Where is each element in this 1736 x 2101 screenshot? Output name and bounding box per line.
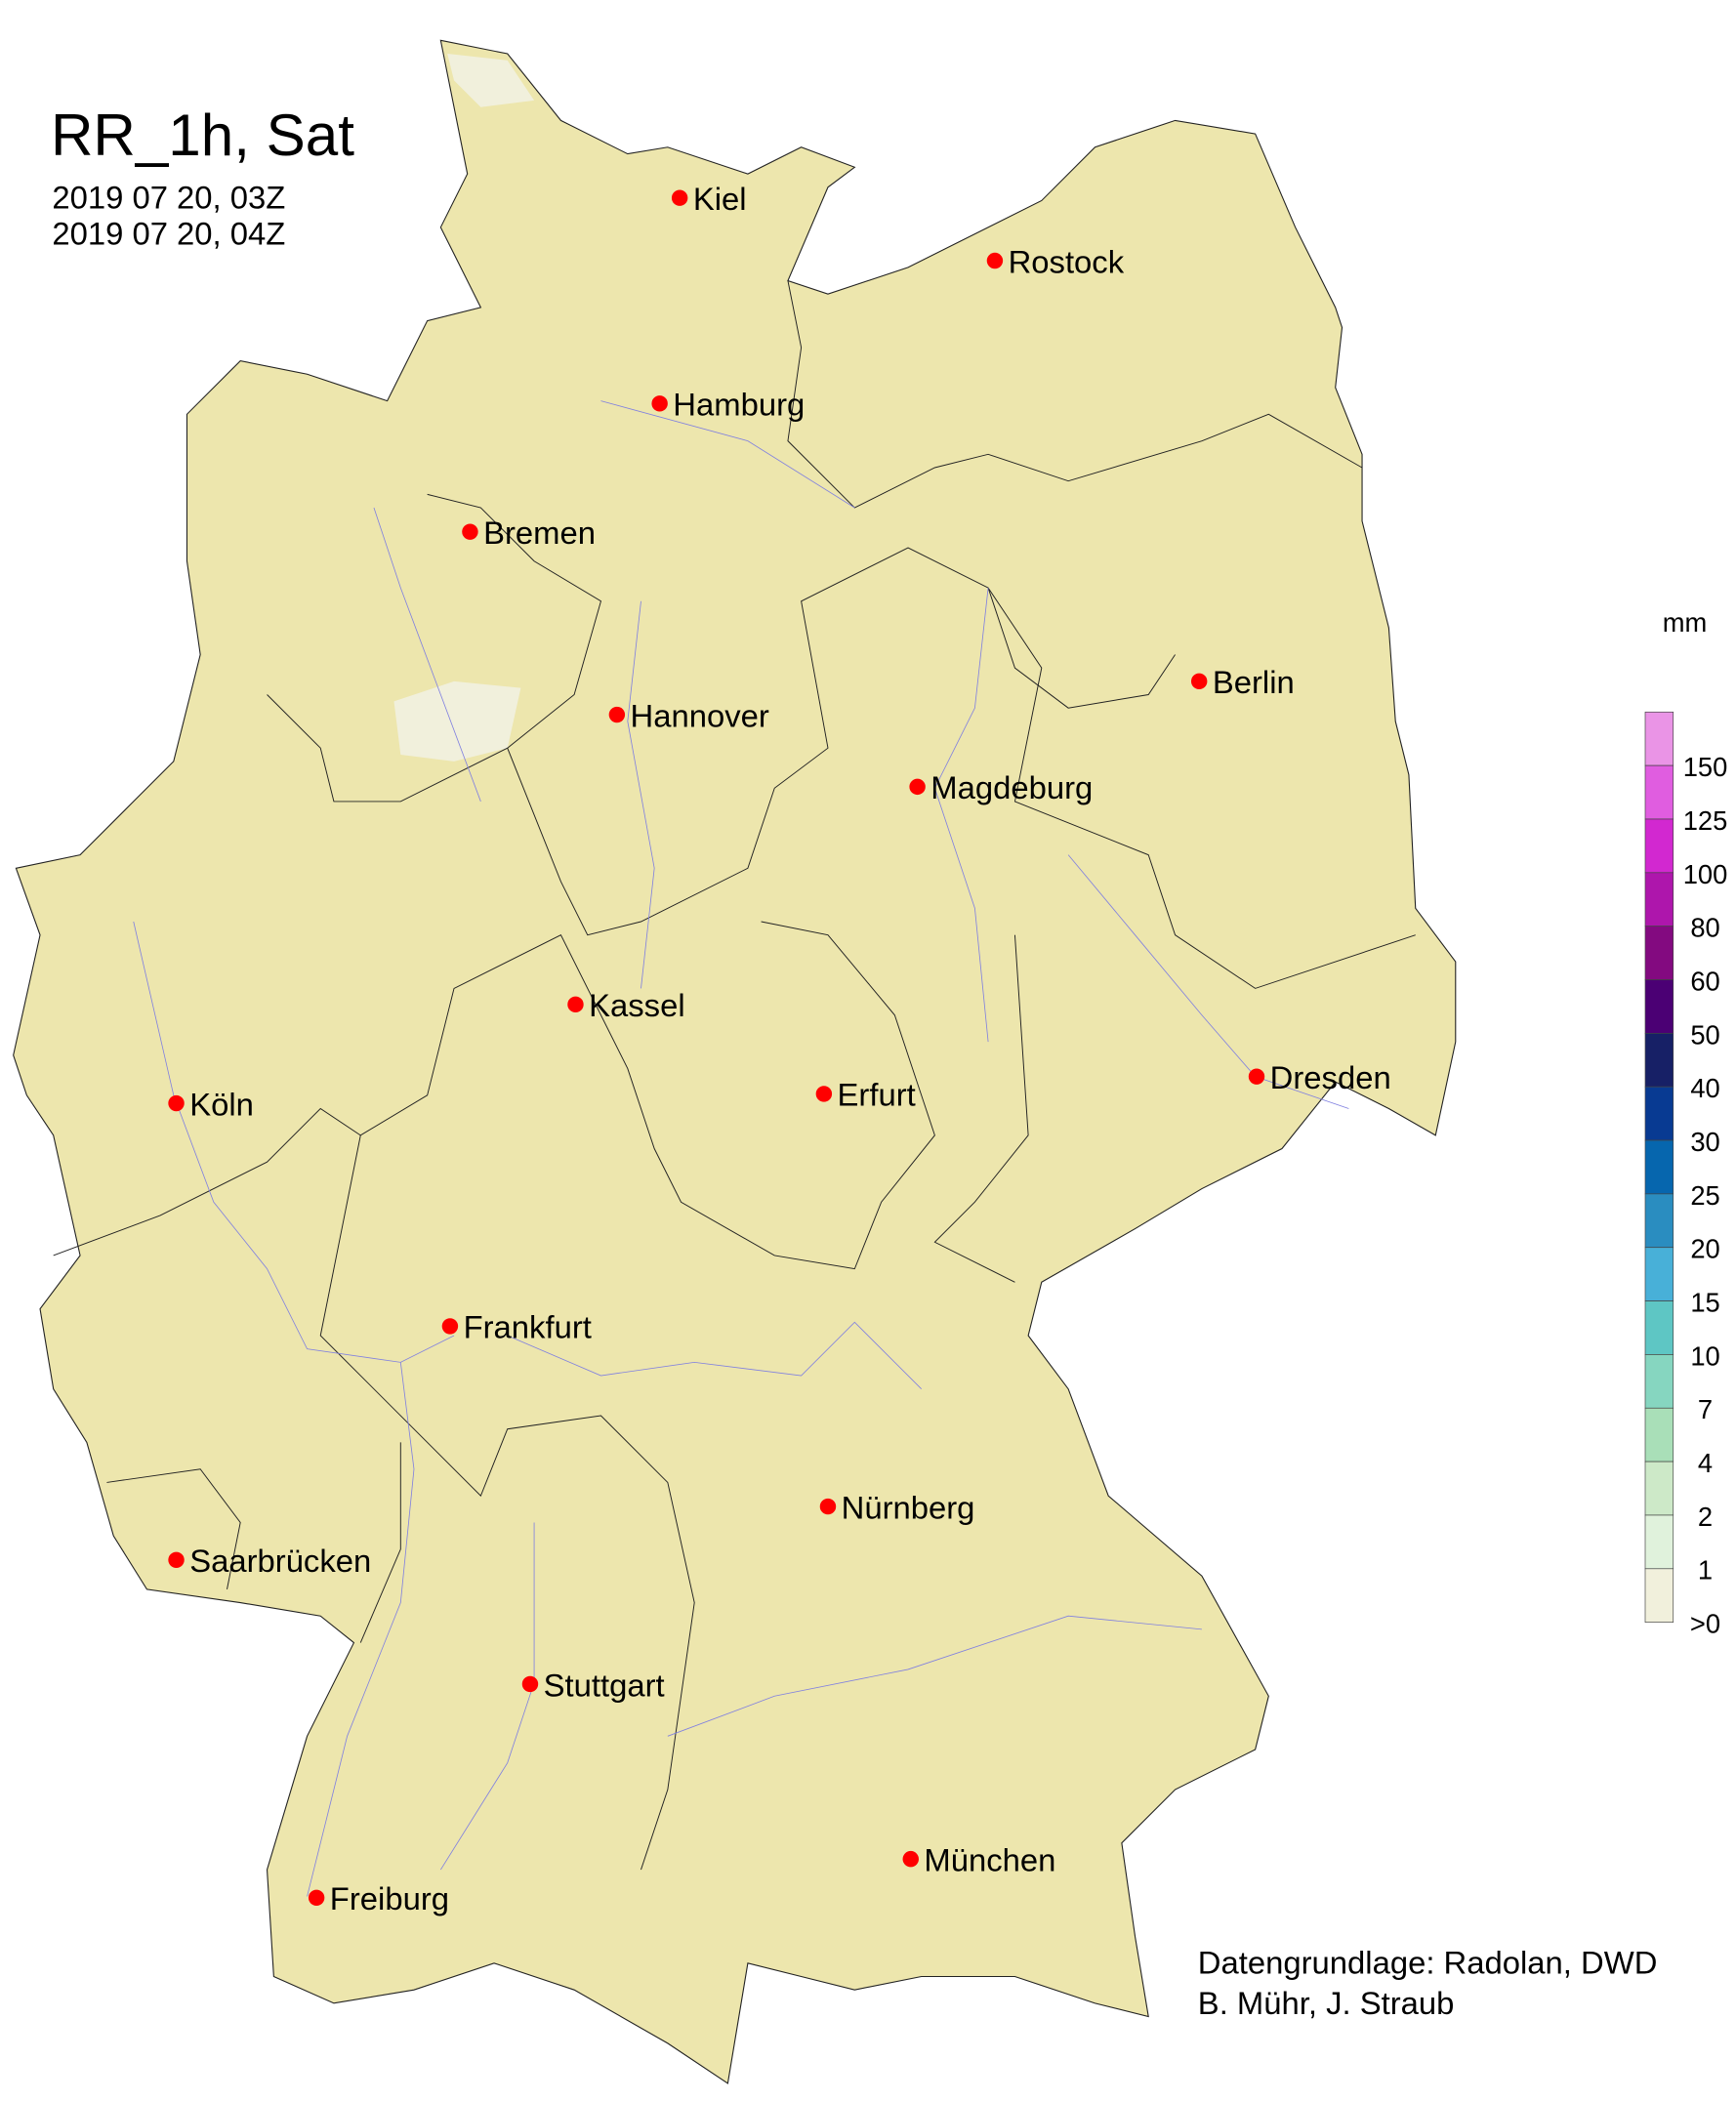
- city-frankfurt: Frankfurt: [441, 1309, 592, 1345]
- svg-text:Erfurt: Erfurt: [838, 1077, 916, 1113]
- legend-swatch: [1644, 1139, 1674, 1195]
- svg-text:Köln: Köln: [189, 1086, 254, 1122]
- legend-label: 40: [1690, 1073, 1719, 1103]
- germany-map: [13, 39, 1457, 2084]
- credits: Datengrundlage: Radolan, DWD B. Mühr, J.…: [1198, 1945, 1658, 2021]
- svg-text:Rostock: Rostock: [1009, 243, 1125, 279]
- legend-swatch: [1644, 1247, 1674, 1301]
- rivers: [133, 400, 1349, 1897]
- legend-swatch: [1644, 1407, 1674, 1462]
- city-nuernberg: Nürnberg: [819, 1489, 975, 1525]
- legend-label: 1: [1698, 1555, 1713, 1586]
- legend-label: 10: [1690, 1340, 1719, 1371]
- city-erfurt: Erfurt: [815, 1077, 916, 1113]
- city-koeln: Köln: [168, 1086, 254, 1122]
- city-muenchen: München: [902, 1841, 1055, 1877]
- title-block: RR_1h, Sat 2019 07 20, 03Z 2019 07 20, 0…: [51, 103, 354, 252]
- state-borders: [53, 280, 1416, 1871]
- legend-swatch: [1644, 711, 1674, 766]
- svg-text:Hamburg: Hamburg: [673, 387, 805, 423]
- time-end: 2019 07 20, 04Z: [52, 216, 285, 252]
- legend-label: 125: [1683, 805, 1728, 836]
- city-stuttgart: Stuttgart: [521, 1667, 665, 1703]
- city-kiel: Kiel: [671, 181, 747, 217]
- svg-text:Berlin: Berlin: [1213, 664, 1295, 700]
- city-berlin: Berlin: [1190, 664, 1295, 700]
- legend-label: >0: [1690, 1609, 1720, 1639]
- city-hamburg: Hamburg: [651, 387, 805, 423]
- svg-text:Kassel: Kassel: [589, 987, 685, 1023]
- legend-swatch: [1644, 1033, 1674, 1088]
- svg-text:München: München: [924, 1841, 1055, 1877]
- legend-label: 25: [1690, 1180, 1719, 1211]
- legend-swatch: [1644, 1300, 1674, 1355]
- city-hannover: Hannover: [608, 697, 769, 733]
- city-bremen: Bremen: [462, 515, 596, 551]
- svg-text:Saarbrücken: Saarbrücken: [189, 1543, 371, 1579]
- city-kassel: Kassel: [567, 987, 685, 1023]
- city-rostock: Rostock: [986, 243, 1125, 279]
- city-saarbruecken: Saarbrücken: [168, 1543, 371, 1579]
- legend-label: 60: [1690, 966, 1719, 996]
- legend-label: 100: [1683, 859, 1728, 889]
- light-rain-area: [447, 54, 535, 107]
- color-legend: mm 150 125 100 80 60 50 40 30 25 20 15 10 7 4 2 1 >0: [1644, 607, 1728, 1639]
- city-magdeburg: Magdeburg: [909, 769, 1093, 805]
- legend-label: 15: [1690, 1288, 1719, 1318]
- legend-label: 50: [1690, 1019, 1719, 1050]
- legend-label: 30: [1690, 1127, 1719, 1157]
- legend-swatch: [1644, 1461, 1674, 1516]
- legend-label: 2: [1698, 1502, 1713, 1532]
- legend-swatch: [1644, 1514, 1674, 1570]
- germany-land: [13, 39, 1457, 2084]
- legend-label: 7: [1698, 1394, 1713, 1424]
- credit-authors: B. Mühr, J. Straub: [1198, 1985, 1455, 2021]
- legend-swatch: [1644, 926, 1674, 980]
- legend-swatch: [1644, 1086, 1674, 1141]
- time-start: 2019 07 20, 03Z: [52, 180, 285, 216]
- light-rain-area: [393, 680, 521, 762]
- legend-label: 20: [1690, 1234, 1719, 1264]
- legend-swatch: [1644, 1568, 1674, 1623]
- svg-text:Kiel: Kiel: [693, 181, 747, 217]
- legend-label: 80: [1690, 913, 1719, 943]
- legend-unit: mm: [1663, 607, 1708, 638]
- legend-swatch: [1644, 979, 1674, 1034]
- credit-source: Datengrundlage: Radolan, DWD: [1198, 1945, 1658, 1981]
- svg-text:Bremen: Bremen: [483, 515, 596, 551]
- svg-text:Dresden: Dresden: [1270, 1059, 1391, 1095]
- city-dresden: Dresden: [1248, 1059, 1391, 1095]
- svg-text:Nürnberg: Nürnberg: [842, 1489, 975, 1525]
- legend-swatch: [1644, 1193, 1674, 1249]
- city-freiburg: Freiburg: [308, 1880, 449, 1916]
- svg-text:Freiburg: Freiburg: [330, 1880, 449, 1916]
- svg-text:Hannover: Hannover: [631, 697, 769, 733]
- map-title: RR_1h, Sat: [51, 103, 354, 168]
- svg-text:Stuttgart: Stuttgart: [544, 1667, 665, 1703]
- svg-text:Frankfurt: Frankfurt: [464, 1309, 592, 1345]
- legend-label: 150: [1683, 752, 1728, 782]
- cities: Kiel Rostock Hamburg Bremen Berlin Hanno…: [168, 181, 1391, 1916]
- legend-swatch: [1644, 1354, 1674, 1409]
- legend-swatch: [1644, 764, 1674, 820]
- legend-swatch: [1644, 872, 1674, 927]
- legend-label: 4: [1698, 1448, 1713, 1478]
- legend-swatch: [1644, 818, 1674, 874]
- svg-text:Magdeburg: Magdeburg: [930, 769, 1093, 805]
